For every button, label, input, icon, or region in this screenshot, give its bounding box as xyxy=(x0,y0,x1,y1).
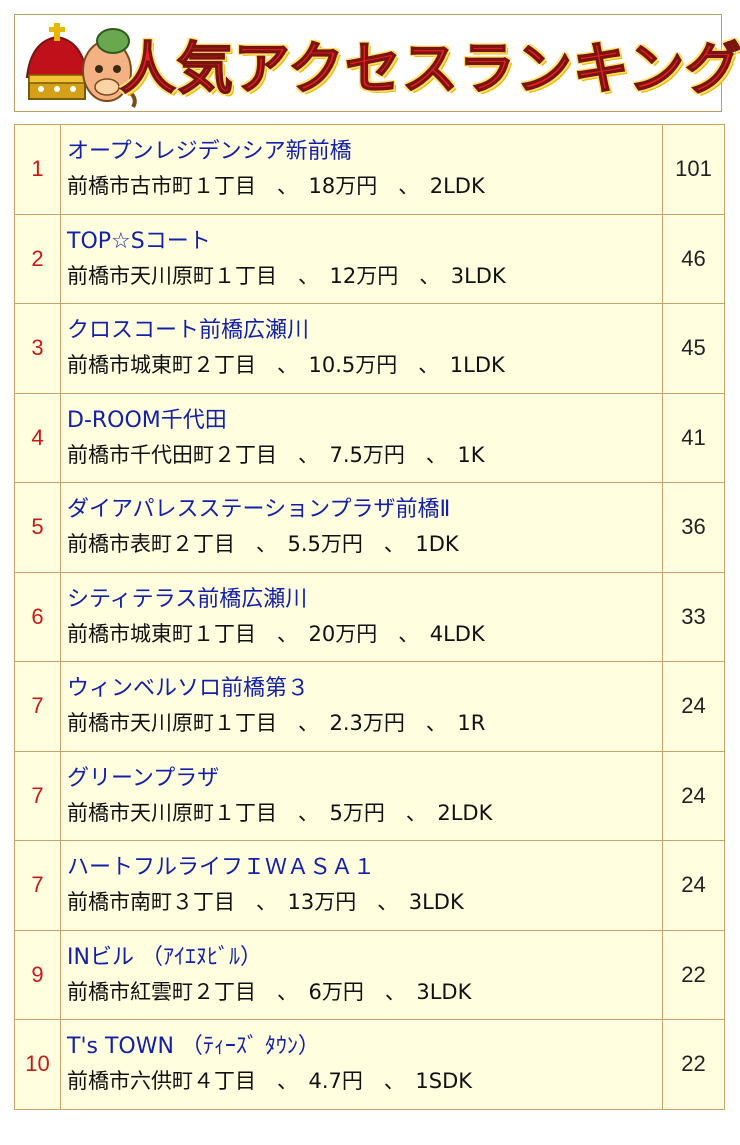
rank-number: 4 xyxy=(14,392,61,483)
property-name-link[interactable]: D-ROOM千代田 xyxy=(67,407,227,433)
property-info: D-ROOM千代田前橋市千代田町２丁目 、 7.5万円 、 1K xyxy=(60,392,663,483)
property-info: T's TOWN （ﾃｨｰｽﾞ ﾀｳﾝ） 前橋市六供町４丁目 、 4.7円 、 1… xyxy=(60,1019,663,1110)
rank-number: 7 xyxy=(14,840,61,931)
property-name-link[interactable]: ハートフルライフＩＷＡＳＡ１ xyxy=(67,855,376,881)
property-detail: 前橋市紅雲町２丁目 、 6万円 、 3LDK xyxy=(67,979,472,1004)
property-detail: 前橋市天川原町１丁目 、 2.3万円 、 1R xyxy=(67,711,486,736)
property-name-link[interactable]: オープンレジデンシア新前橋 xyxy=(67,139,352,165)
rank-number: 1 xyxy=(14,124,61,215)
property-detail: 前橋市城東町１丁目 、 20万円 、 4LDK xyxy=(67,621,485,646)
rank-number: 3 xyxy=(14,303,61,394)
access-count: 24 xyxy=(662,750,725,841)
ranking-row: 7 グリーンプラザ 前橋市天川原町１丁目 、 5万円 、 2LDK 24 xyxy=(14,750,725,841)
property-info: オープンレジデンシア新前橋前橋市古市町１丁目 、 18万円 、 2LDK xyxy=(60,124,663,215)
access-count: 24 xyxy=(662,661,725,752)
access-count: 46 xyxy=(662,213,725,304)
property-detail: 前橋市古市町１丁目 、 18万円 、 2LDK xyxy=(67,174,485,199)
property-info: INビル （ｱｲｴﾇﾋﾞﾙ） 前橋市紅雲町２丁目 、 6万円 、 3LDK xyxy=(60,929,663,1020)
property-info: グリーンプラザ前橋市天川原町１丁目 、 5万円 、 2LDK xyxy=(60,750,663,841)
property-detail: 前橋市表町２丁目 、 5.5万円 、 1DK xyxy=(67,532,459,557)
property-info: クロスコート前橋広瀬川前橋市城東町２丁目 、 10.5万円 、 1LDK xyxy=(60,303,663,394)
property-info: ハートフルライフＩＷＡＳＡ１ 前橋市南町３丁目 、 13万円 、 3LDK xyxy=(60,840,663,931)
property-name-link[interactable]: グリーンプラザ xyxy=(67,765,220,791)
ranking-row: 7 ウィンベルソロ前橋第３ 前橋市天川原町１丁目 、 2.3万円 、 1R 24 xyxy=(14,661,725,752)
property-name-link[interactable]: ダイアパレスステーションプラザ前橋Ⅱ xyxy=(67,497,451,523)
property-detail: 前橋市城東町２丁目 、 10.5万円 、 1LDK xyxy=(67,353,505,378)
property-name-link[interactable]: TOP☆Sコート xyxy=(67,228,211,254)
property-info: ダイアパレスステーションプラザ前橋Ⅱ 前橋市表町２丁目 、 5.5万円 、 1DK xyxy=(60,482,663,573)
property-detail: 前橋市天川原町１丁目 、 12万円 、 3LDK xyxy=(67,263,506,288)
rank-number: 6 xyxy=(14,571,61,662)
access-count: 24 xyxy=(662,840,725,931)
ranking-row: 7 ハートフルライフＩＷＡＳＡ１ 前橋市南町３丁目 、 13万円 、 3LDK 24 xyxy=(14,840,725,931)
access-count: 22 xyxy=(662,1019,725,1110)
property-name-link[interactable]: ウィンベルソロ前橋第３ xyxy=(67,676,310,702)
ranking-row: 1 オープンレジデンシア新前橋 前橋市古市町１丁目 、 18万円 、 2LDK 101 xyxy=(14,124,725,215)
rank-number: 10 xyxy=(14,1019,61,1110)
ranking-row: 6 シティテラス前橋広瀬川 前橋市城東町１丁目 、 20万円 、 4LDK 33 xyxy=(14,571,725,662)
access-count: 101 xyxy=(662,124,725,215)
ranking-table: 1 オープンレジデンシア新前橋 前橋市古市町１丁目 、 18万円 、 2LDK 101… xyxy=(14,124,725,1110)
property-name-link[interactable]: シティテラス前橋広瀬川 xyxy=(67,586,308,612)
property-name-link[interactable]: クロスコート前橋広瀬川 xyxy=(67,318,310,344)
rank-number: 5 xyxy=(14,482,61,573)
access-count: 33 xyxy=(662,571,725,662)
ranking-row: 2 TOP☆Sコート 前橋市天川原町１丁目 、 12万円 、 3LDK 46 xyxy=(14,213,725,304)
access-count: 45 xyxy=(662,303,725,394)
access-count: 22 xyxy=(662,929,725,1020)
ranking-row: 9 INビル （ｱｲｴﾇﾋﾞﾙ） 前橋市紅雲町２丁目 、 6万円 、 3LDK 22 xyxy=(14,929,725,1020)
crowned-horse-mascot-icon xyxy=(25,23,137,109)
rank-number: 2 xyxy=(14,213,61,304)
rank-number: 7 xyxy=(14,661,61,752)
banner-title: 人気アクセスランキング xyxy=(119,36,740,103)
ranking-row: 10 T's TOWN （ﾃｨｰｽﾞ ﾀｳﾝ） 前橋市六供町４丁目 、 4.7円 、… xyxy=(14,1019,725,1110)
ranking-row: 5 ダイアパレスステーションプラザ前橋Ⅱ 前橋市表町２丁目 、 5.5万円 、 1D… xyxy=(14,482,725,573)
property-detail: 前橋市千代田町２丁目 、 7.5万円 、 1K xyxy=(67,442,485,467)
ranking-banner: 人気アクセスランキング xyxy=(14,14,740,112)
property-name-link[interactable]: INビル （ｱｲｴﾇﾋﾞﾙ） xyxy=(67,944,262,970)
rank-number: 9 xyxy=(14,929,61,1020)
ranking-row: 3 クロスコート前橋広瀬川 前橋市城東町２丁目 、 10.5万円 、 1LDK 45 xyxy=(14,303,725,394)
property-name-link[interactable]: T's TOWN （ﾃｨｰｽﾞ ﾀｳﾝ） xyxy=(67,1034,320,1060)
property-info: TOP☆Sコート前橋市天川原町１丁目 、 12万円 、 3LDK xyxy=(60,213,663,304)
property-info: ウィンベルソロ前橋第３ 前橋市天川原町１丁目 、 2.3万円 、 1R xyxy=(60,661,663,752)
access-count: 41 xyxy=(662,392,725,483)
property-detail: 前橋市天川原町１丁目 、 5万円 、 2LDK xyxy=(67,800,493,825)
property-detail: 前橋市六供町４丁目 、 4.7円 、 1SDK xyxy=(67,1069,473,1094)
rank-number: 7 xyxy=(14,750,61,841)
property-detail: 前橋市南町３丁目 、 13万円 、 3LDK xyxy=(67,890,464,915)
property-info: シティテラス前橋広瀬川前橋市城東町１丁目 、 20万円 、 4LDK xyxy=(60,571,663,662)
ranking-row: 4 D-ROOM千代田 前橋市千代田町２丁目 、 7.5万円 、 1K 41 xyxy=(14,392,725,483)
access-count: 36 xyxy=(662,482,725,573)
